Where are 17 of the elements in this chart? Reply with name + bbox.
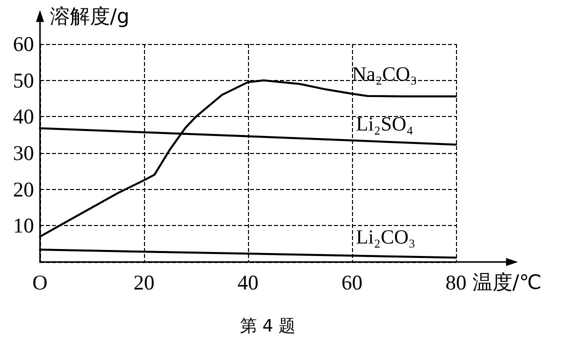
y-tick-label: 50 <box>13 68 34 92</box>
text: 第 4 题 <box>240 316 296 336</box>
x-tick-label: 80 <box>446 270 466 294</box>
series-label: Li₂CO₃ <box>356 226 416 249</box>
x-tick-label: 40 <box>238 270 258 294</box>
y-tick-label: 40 <box>13 104 34 129</box>
x-tick-label: O <box>32 270 48 294</box>
series-label: Na₂CO₃ <box>352 63 418 86</box>
x-axis-title: 温度/℃ <box>472 270 542 294</box>
x-tick-label: 60 <box>342 270 362 294</box>
y-axis-title: 溶解度/g <box>50 4 130 28</box>
y-tick-label: 60 <box>13 32 34 56</box>
y-tick-label: 20 <box>13 177 34 202</box>
y-tick-label: 10 <box>13 214 34 238</box>
series-label: Li₂SO₄ <box>356 114 414 136</box>
y-tick-label: 30 <box>13 141 34 165</box>
x-tick-label: 20 <box>134 270 154 294</box>
